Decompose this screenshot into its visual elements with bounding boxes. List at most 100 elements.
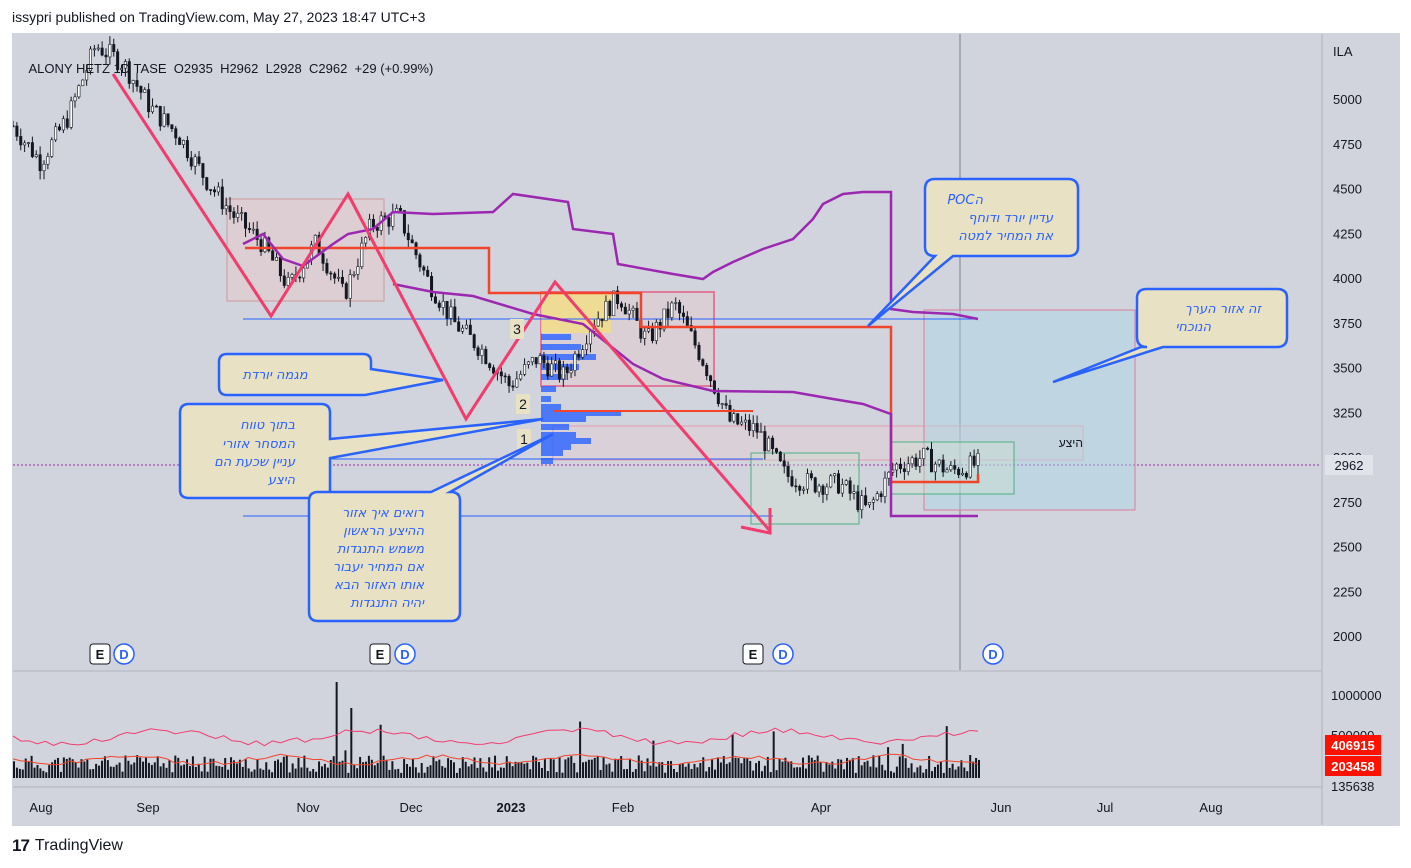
tradingview-logo-icon: 17 bbox=[12, 836, 30, 855]
volume-bar bbox=[235, 763, 238, 778]
volume-bar bbox=[825, 762, 828, 778]
candle-body bbox=[151, 105, 155, 113]
chart-canvas[interactable]: 3 2 1 היצע מגמה יורדת בתוך טווח המסחר אז… bbox=[13, 34, 1399, 825]
callout-value-zone[interactable]: זה אזור הערך הנוכחי bbox=[1052, 287, 1289, 384]
candle-body bbox=[259, 239, 263, 253]
candle-body bbox=[61, 118, 65, 131]
zone-box-supply-3[interactable] bbox=[552, 425, 1084, 461]
volume-bar bbox=[928, 755, 931, 778]
trend-zigzag[interactable] bbox=[111, 73, 772, 532]
volume-bar bbox=[136, 755, 139, 778]
volume-bar bbox=[271, 772, 274, 778]
legend-symbol[interactable]: ALONY HETZ bbox=[28, 61, 110, 76]
volume-bar bbox=[241, 766, 244, 778]
volume-bar bbox=[89, 769, 92, 778]
poc-step-line[interactable] bbox=[245, 246, 980, 484]
volume-bar bbox=[200, 771, 203, 778]
candle-body bbox=[321, 253, 325, 264]
volume-bar bbox=[338, 761, 341, 778]
candle-body bbox=[123, 61, 127, 69]
volume-bar bbox=[740, 763, 743, 778]
volume-bar bbox=[936, 764, 939, 778]
volume-bar bbox=[15, 767, 18, 778]
volume-bar bbox=[514, 761, 517, 778]
volume-bar bbox=[482, 767, 485, 778]
candle-body bbox=[933, 463, 937, 473]
volume-bar bbox=[942, 772, 945, 778]
volume-bar bbox=[863, 762, 866, 778]
volume-bar bbox=[68, 757, 71, 778]
candle-body bbox=[662, 308, 666, 330]
candle-body bbox=[875, 493, 879, 501]
candle-body bbox=[526, 361, 530, 365]
price-series[interactable] bbox=[13, 36, 980, 519]
candle-body bbox=[147, 89, 151, 113]
candle-body bbox=[240, 212, 244, 214]
chart-frame[interactable]: 3 2 1 היצע מגמה יורדת בתוך טווח המסחר אז… bbox=[12, 33, 1400, 826]
volume-bar bbox=[403, 759, 406, 778]
earnings-marker[interactable] bbox=[89, 643, 111, 665]
earnings-marker[interactable] bbox=[742, 643, 764, 665]
volume-axis-bottom: 135638 bbox=[1331, 779, 1374, 794]
volume-bar bbox=[626, 769, 629, 778]
price-axis[interactable] bbox=[1323, 34, 1399, 825]
candle-body bbox=[709, 375, 713, 382]
price-tick-label: 4000 bbox=[1333, 271, 1362, 286]
publish-header: issypri published on TradingView.com, Ma… bbox=[12, 9, 426, 25]
volume-bar bbox=[473, 757, 476, 778]
volume-bar bbox=[699, 762, 702, 778]
vwap-line[interactable] bbox=[242, 190, 979, 321]
callout-descending[interactable]: מגמה יורדת bbox=[217, 352, 444, 397]
time-axis[interactable] bbox=[13, 788, 1321, 825]
volume-bar bbox=[517, 762, 520, 778]
candle-body bbox=[441, 300, 445, 308]
volume-bar bbox=[561, 772, 564, 778]
callout-see-how-zone[interactable]: רואים איך אזור ההיצע הראשון משמש התנגדות… bbox=[307, 432, 554, 623]
candle-body bbox=[724, 403, 728, 406]
volume-bar bbox=[156, 756, 159, 778]
zone-tag-3-text: 3 bbox=[513, 321, 521, 337]
footer-brand[interactable]: TradingView bbox=[34, 837, 123, 854]
volume-bar bbox=[253, 769, 256, 778]
callout-poc-line-2: עדיין יורד ודוחף bbox=[968, 211, 1054, 226]
candle-body bbox=[600, 318, 604, 322]
time-tick-label: Jun bbox=[991, 800, 1012, 815]
volume-pane[interactable] bbox=[13, 672, 1321, 786]
dividend-marker[interactable] bbox=[772, 643, 794, 665]
candle-body bbox=[116, 51, 120, 71]
volume-bar bbox=[664, 772, 667, 778]
volume-badge-2 bbox=[1325, 756, 1381, 776]
zone-box-value[interactable] bbox=[923, 309, 1136, 511]
zone-box-range-2[interactable] bbox=[890, 441, 1015, 495]
volume-bar bbox=[954, 769, 957, 778]
volume-bar bbox=[567, 757, 570, 778]
volume-profile-bar bbox=[541, 386, 556, 392]
candle-body bbox=[926, 447, 930, 450]
volume-bar bbox=[115, 764, 118, 778]
volume-profile-bar bbox=[541, 432, 576, 438]
dividend-marker[interactable] bbox=[394, 643, 416, 665]
candle-body bbox=[515, 378, 519, 388]
volume-bar bbox=[203, 756, 206, 778]
volume-bar bbox=[347, 772, 350, 778]
volume-bar bbox=[256, 759, 259, 778]
dividend-marker[interactable] bbox=[113, 643, 135, 665]
dividend-marker[interactable] bbox=[982, 643, 1004, 665]
candle-body bbox=[340, 276, 344, 284]
volume-bar bbox=[309, 771, 312, 778]
volume-ma-line-2 bbox=[13, 753, 979, 766]
volume-bar bbox=[479, 758, 482, 778]
volume-bar bbox=[452, 762, 455, 778]
callout-poc[interactable]: POCה עדיין יורד ודוחף את המחיר למטה bbox=[867, 177, 1080, 327]
volume-bar bbox=[77, 767, 80, 778]
candle-body bbox=[464, 324, 468, 329]
earnings-marker[interactable] bbox=[369, 643, 391, 665]
time-axis-ticks: Aug Sep Nov Dec 2023 Feb Apr Jun Jul Aug bbox=[29, 800, 1222, 815]
main-pane[interactable] bbox=[13, 34, 1321, 670]
volume-bar bbox=[728, 762, 731, 778]
candle-body bbox=[805, 473, 809, 490]
volume-bar bbox=[546, 771, 549, 778]
volume-bar bbox=[288, 772, 291, 778]
volume-bar bbox=[667, 761, 670, 778]
